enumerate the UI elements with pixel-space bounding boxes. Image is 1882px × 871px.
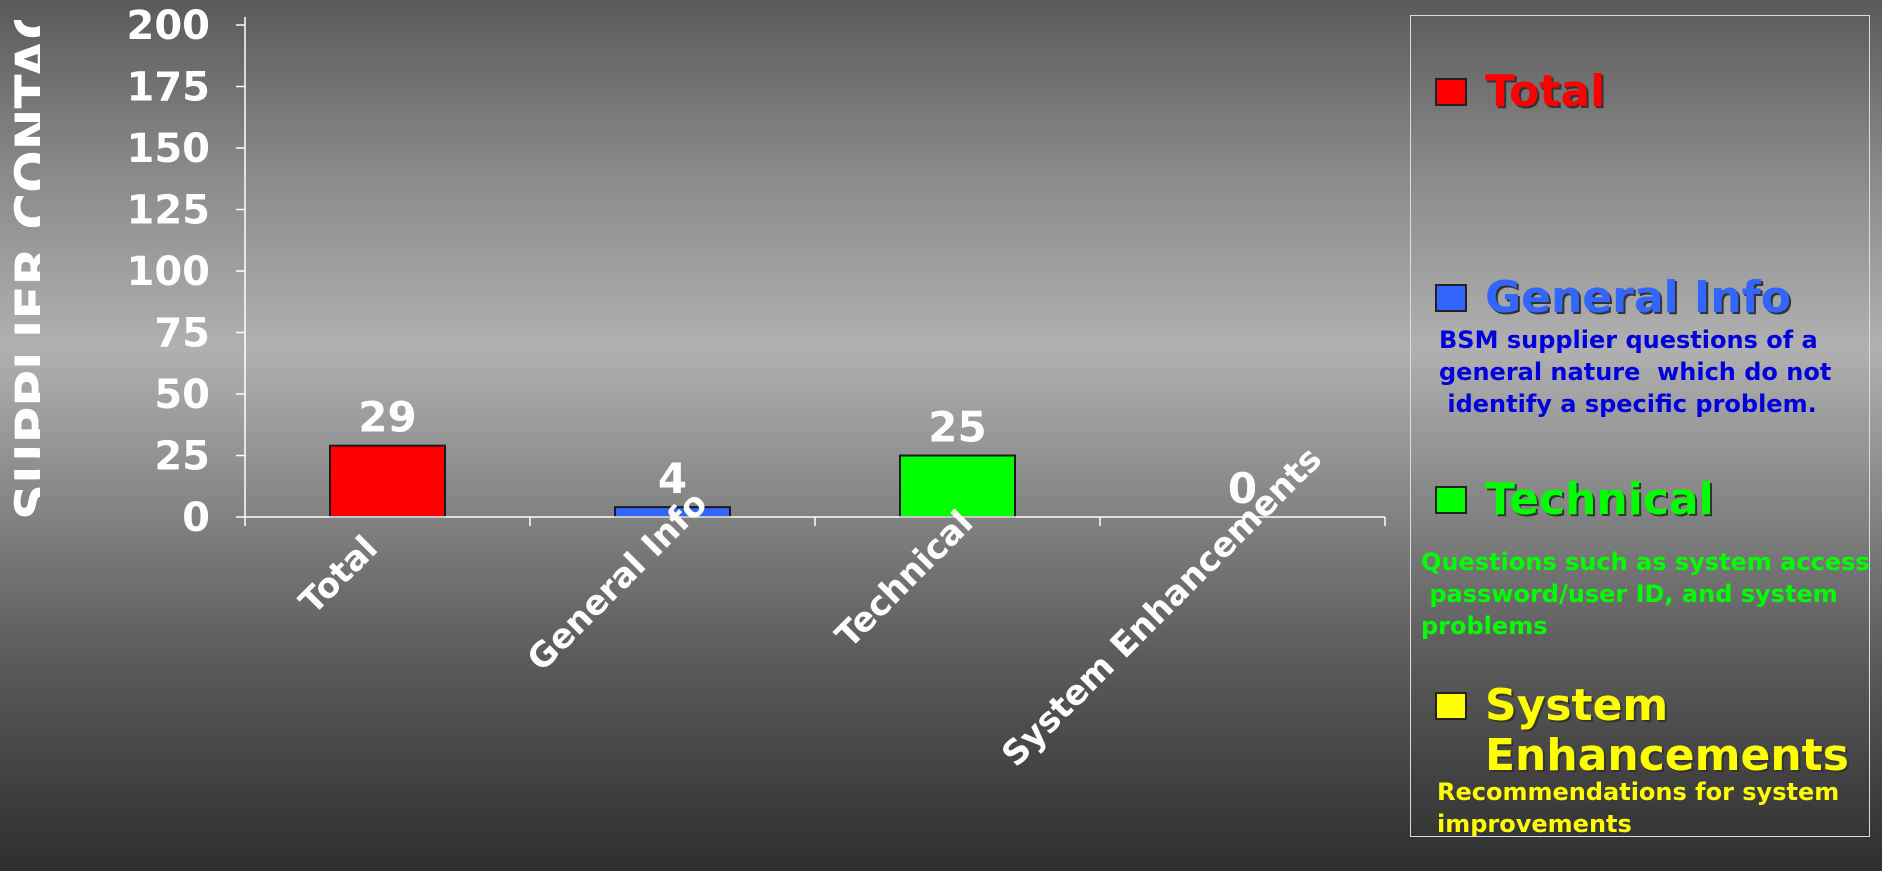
legend-desc-system-enhancements-2: improvements: [1437, 810, 1632, 837]
legend-label-general-info: General Info: [1485, 272, 1791, 323]
y-tick-label: 75: [154, 311, 210, 357]
y-tick-label: 25: [154, 434, 210, 480]
legend-swatch-total: [1435, 78, 1467, 106]
y-tick-label: 150: [127, 126, 211, 172]
legend-desc-general-info-3: identify a specific problem.: [1439, 390, 1817, 418]
legend: Total General Info BSM supplier question…: [1410, 15, 1870, 837]
y-axis-title-container: SUPPLIER CONTACTS: [0, 20, 40, 520]
legend-desc-technical-2: password/user ID, and system: [1421, 580, 1838, 608]
x-axis-labels: Total General Info Technical System Enhance…: [292, 439, 1330, 775]
bar-technical: [899, 454, 1016, 518]
y-axis-title: SUPPLIER CONTACTS: [5, 20, 40, 520]
legend-desc-technical-3: problems: [1421, 612, 1548, 640]
y-axis-ticks: 0 25 50 75 100 125 150 175 200: [127, 3, 245, 541]
value-label: 4: [658, 454, 687, 503]
value-labels: 29 4 25 0: [358, 393, 1257, 513]
x-tick-label: System Enhancements: [994, 439, 1330, 775]
y-tick-label: 0: [182, 495, 210, 541]
legend-desc-general-info-2: general nature which do not: [1439, 358, 1832, 386]
legend-swatch-technical: [1435, 486, 1467, 514]
legend-swatch-system-enhancements: [1435, 692, 1467, 720]
y-tick-label: 175: [127, 65, 211, 111]
bar-total: [329, 444, 446, 518]
legend-label-technical: Technical: [1485, 474, 1714, 525]
axes: [244, 17, 1386, 526]
legend-swatch-general-info: [1435, 284, 1467, 312]
value-label: 25: [928, 403, 986, 452]
value-label: 0: [1228, 464, 1257, 513]
bars: [329, 444, 1016, 519]
legend-label-system-enhancements-2: Enhancements: [1485, 730, 1849, 781]
y-tick-label: 200: [127, 3, 211, 49]
legend-label-system-enhancements-1: System: [1485, 680, 1669, 731]
legend-desc-system-enhancements-1: Recommendations for system: [1437, 778, 1840, 806]
legend-desc-general-info-1: BSM supplier questions of a: [1439, 326, 1818, 354]
value-label: 29: [358, 393, 416, 442]
legend-label-total: Total: [1485, 66, 1606, 117]
y-tick-label: 100: [127, 249, 211, 295]
bar-chart: 0 25 50 75 100 125 150 175 200 29 4 25 0 Total Gener…: [127, 3, 1386, 775]
y-tick-label: 50: [154, 372, 210, 418]
legend-desc-technical-1: Questions such as system access,: [1421, 548, 1870, 576]
x-tick-label: Total: [292, 528, 386, 622]
x-tick-label: Technical: [828, 503, 981, 656]
y-tick-label: 125: [127, 188, 211, 234]
